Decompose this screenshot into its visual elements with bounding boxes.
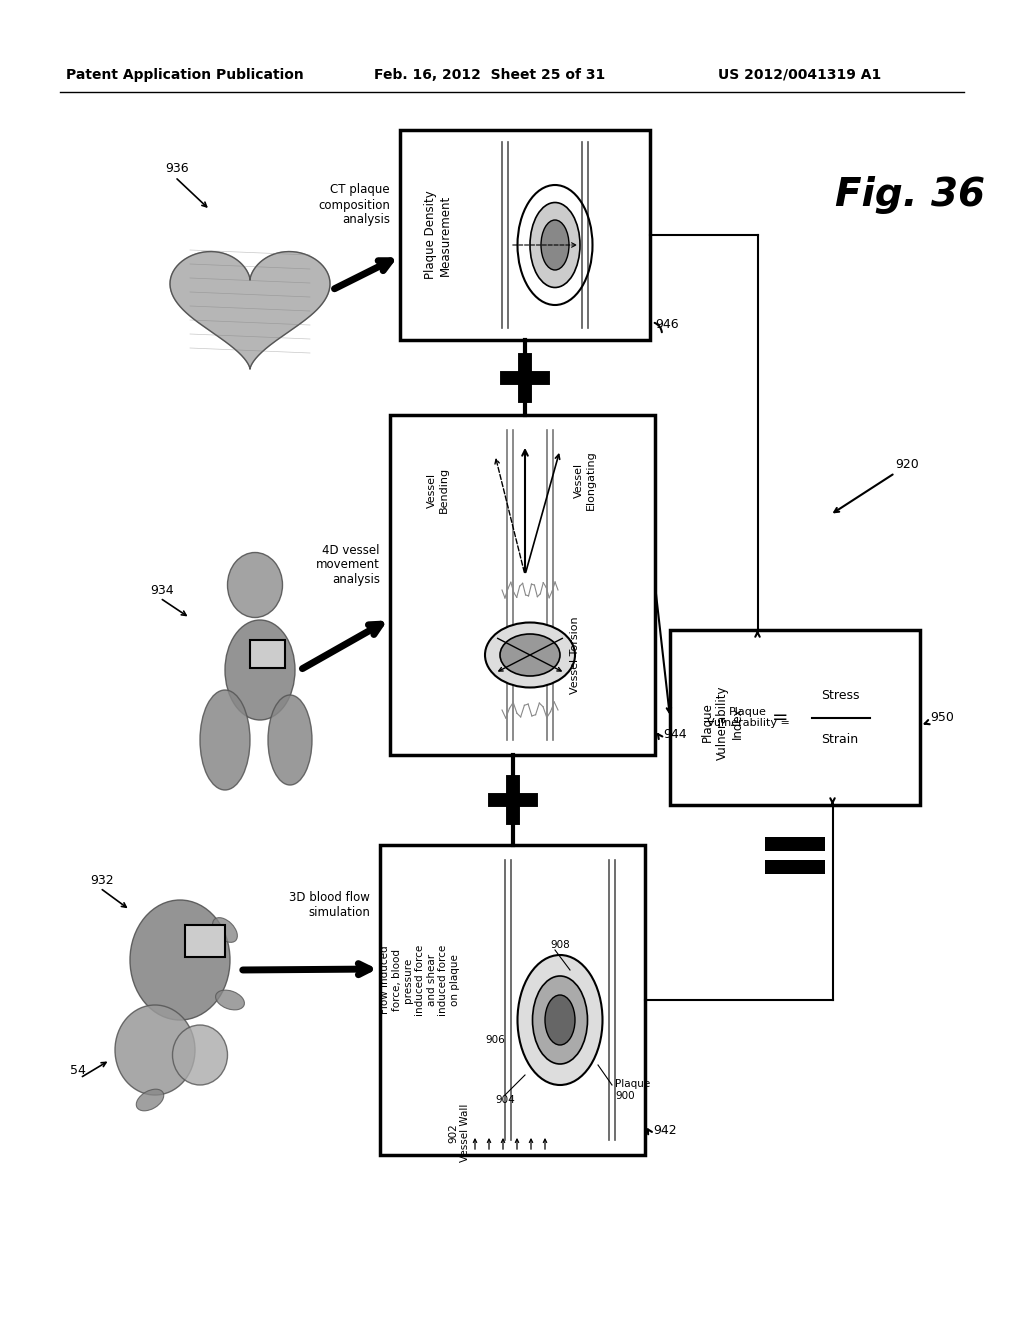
Text: Stress: Stress [821, 689, 859, 702]
Text: Flow induced
force, blood
pressure
induced force
and shear
induced force
on plaq: Flow induced force, blood pressure induc… [380, 944, 460, 1015]
Bar [765, 837, 825, 851]
Text: =: = [772, 708, 788, 727]
Text: 934: 934 [150, 583, 174, 597]
Text: Fig. 36: Fig. 36 [835, 176, 985, 214]
Text: 902: 902 [449, 1123, 458, 1143]
Bar [380, 845, 645, 1155]
Ellipse shape [130, 900, 230, 1020]
Text: 950: 950 [930, 711, 954, 723]
Text: Plaque
Vulnerability
Index: Plaque Vulnerability Index [700, 685, 743, 760]
Text: 908: 908 [550, 940, 569, 950]
Ellipse shape [213, 917, 238, 942]
Ellipse shape [227, 553, 283, 618]
Text: Vessel
Elongating: Vessel Elongating [574, 450, 596, 510]
Ellipse shape [216, 990, 245, 1010]
Text: 4D vessel
movement
analysis: 4D vessel movement analysis [316, 544, 380, 586]
Text: 936: 936 [165, 161, 188, 174]
Bar [670, 630, 920, 805]
Text: 904: 904 [495, 1096, 515, 1105]
Ellipse shape [172, 1026, 227, 1085]
Ellipse shape [532, 975, 588, 1064]
Ellipse shape [517, 954, 602, 1085]
Text: Vessel
Bending: Vessel Bending [427, 467, 449, 513]
Text: 54: 54 [70, 1064, 86, 1077]
Text: 932: 932 [90, 874, 114, 887]
Ellipse shape [485, 623, 575, 688]
Text: 3D blood flow
simulation: 3D blood flow simulation [289, 891, 370, 919]
Text: Patent Application Publication: Patent Application Publication [67, 69, 304, 82]
Bar [400, 129, 650, 341]
Text: Feb. 16, 2012  Sheet 25 of 31: Feb. 16, 2012 Sheet 25 of 31 [375, 69, 605, 82]
Text: Vessel Wall: Vessel Wall [460, 1104, 470, 1162]
Text: Plaque Density
Measurement: Plaque Density Measurement [424, 190, 452, 280]
Text: 906: 906 [485, 1035, 505, 1045]
Text: Plaque
900: Plaque 900 [615, 1080, 650, 1101]
Text: 920: 920 [895, 458, 919, 471]
Text: 946: 946 [655, 318, 679, 331]
Bar [390, 414, 655, 755]
Text: 942: 942 [653, 1123, 677, 1137]
Ellipse shape [500, 634, 560, 676]
Ellipse shape [530, 202, 580, 288]
Ellipse shape [541, 220, 569, 271]
Text: Plaque
Vulnerability =: Plaque Vulnerability = [707, 706, 790, 729]
Bar [185, 925, 225, 957]
Bar [250, 640, 285, 668]
Bar [765, 861, 825, 874]
Ellipse shape [545, 995, 575, 1045]
Ellipse shape [115, 1005, 195, 1096]
Text: CT plaque
composition
analysis: CT plaque composition analysis [318, 183, 390, 227]
Text: 944: 944 [663, 729, 687, 742]
Ellipse shape [268, 696, 312, 785]
Ellipse shape [136, 1089, 164, 1111]
Text: Vessel Torsion: Vessel Torsion [570, 616, 580, 694]
Text: US 2012/0041319 A1: US 2012/0041319 A1 [719, 69, 882, 82]
Ellipse shape [225, 620, 295, 719]
Ellipse shape [200, 690, 250, 789]
Polygon shape [170, 252, 330, 370]
Text: Strain: Strain [821, 733, 858, 746]
